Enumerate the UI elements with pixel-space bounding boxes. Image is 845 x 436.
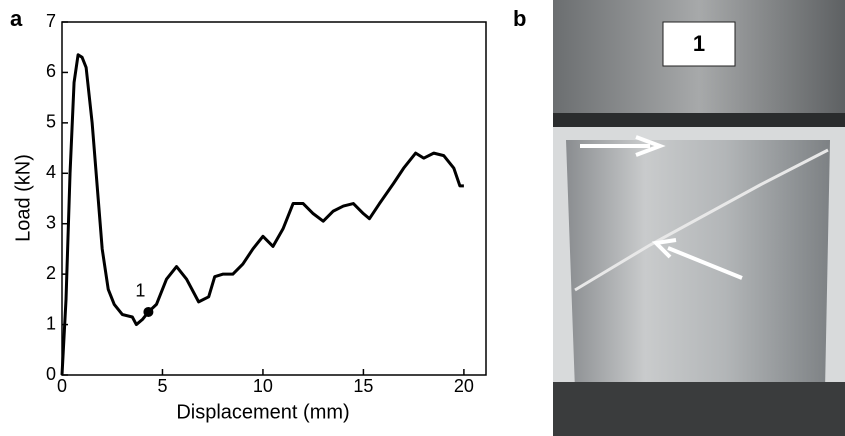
- x-tick-label: 0: [57, 376, 67, 396]
- load-curve: [60, 53, 464, 376]
- photo-label-box: [662, 21, 736, 67]
- y-tick-label: 2: [46, 263, 56, 283]
- arrow: [580, 135, 666, 157]
- photo: 1: [553, 0, 845, 436]
- arrow: [651, 238, 743, 280]
- x-axis-label: Displacement (mm): [176, 401, 349, 423]
- upper-plate-edge: [553, 113, 845, 127]
- specimen: [566, 140, 830, 390]
- y-tick-label: 4: [46, 162, 56, 182]
- y-tick-label: 6: [46, 61, 56, 81]
- photo-label: 1: [693, 31, 705, 56]
- marker-label: 1: [135, 281, 145, 301]
- panel-label: b: [513, 6, 526, 31]
- x-tick-label: 5: [157, 376, 167, 396]
- plot-frame: [61, 21, 487, 376]
- panel-label: a: [10, 6, 23, 31]
- crack: [574, 148, 829, 292]
- y-tick-label: 1: [46, 313, 56, 333]
- x-tick-label: 10: [253, 376, 273, 396]
- y-tick-label: 5: [46, 112, 56, 132]
- y-axis-label: Load (kN): [12, 154, 34, 242]
- marker-point: [143, 306, 154, 317]
- x-tick-label: 20: [454, 376, 474, 396]
- x-tick-label: 15: [353, 376, 373, 396]
- y-tick-label: 0: [46, 364, 56, 384]
- y-tick-label: 3: [46, 212, 56, 232]
- y-tick-label: 7: [46, 11, 56, 31]
- lower-plate: [553, 382, 845, 436]
